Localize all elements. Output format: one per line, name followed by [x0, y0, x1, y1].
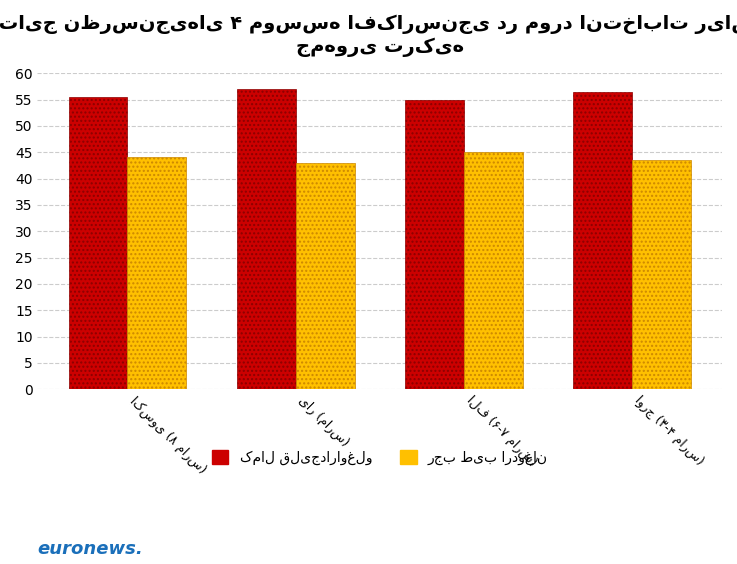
Bar [405, 100, 464, 389]
Bar [237, 89, 296, 389]
Bar [128, 157, 186, 389]
Bar [296, 163, 354, 389]
Legend: کمال قلیجداراوغلو, رجب طیب اردوغان: کمال قلیجداراوغلو, رجب طیب اردوغان [206, 444, 553, 471]
Title: نتایج نظرسنجی‌های ۴ موسسه افکارسنجی در مورد انتخابات ریاست
جمهوری ترکیه: نتایج نظرسنجی‌های ۴ موسسه افکارسنجی در م… [0, 15, 737, 58]
Bar [632, 160, 691, 389]
Bar [69, 97, 128, 389]
Bar [464, 152, 523, 389]
Bar [573, 92, 632, 389]
Text: euronews.: euronews. [37, 540, 142, 558]
